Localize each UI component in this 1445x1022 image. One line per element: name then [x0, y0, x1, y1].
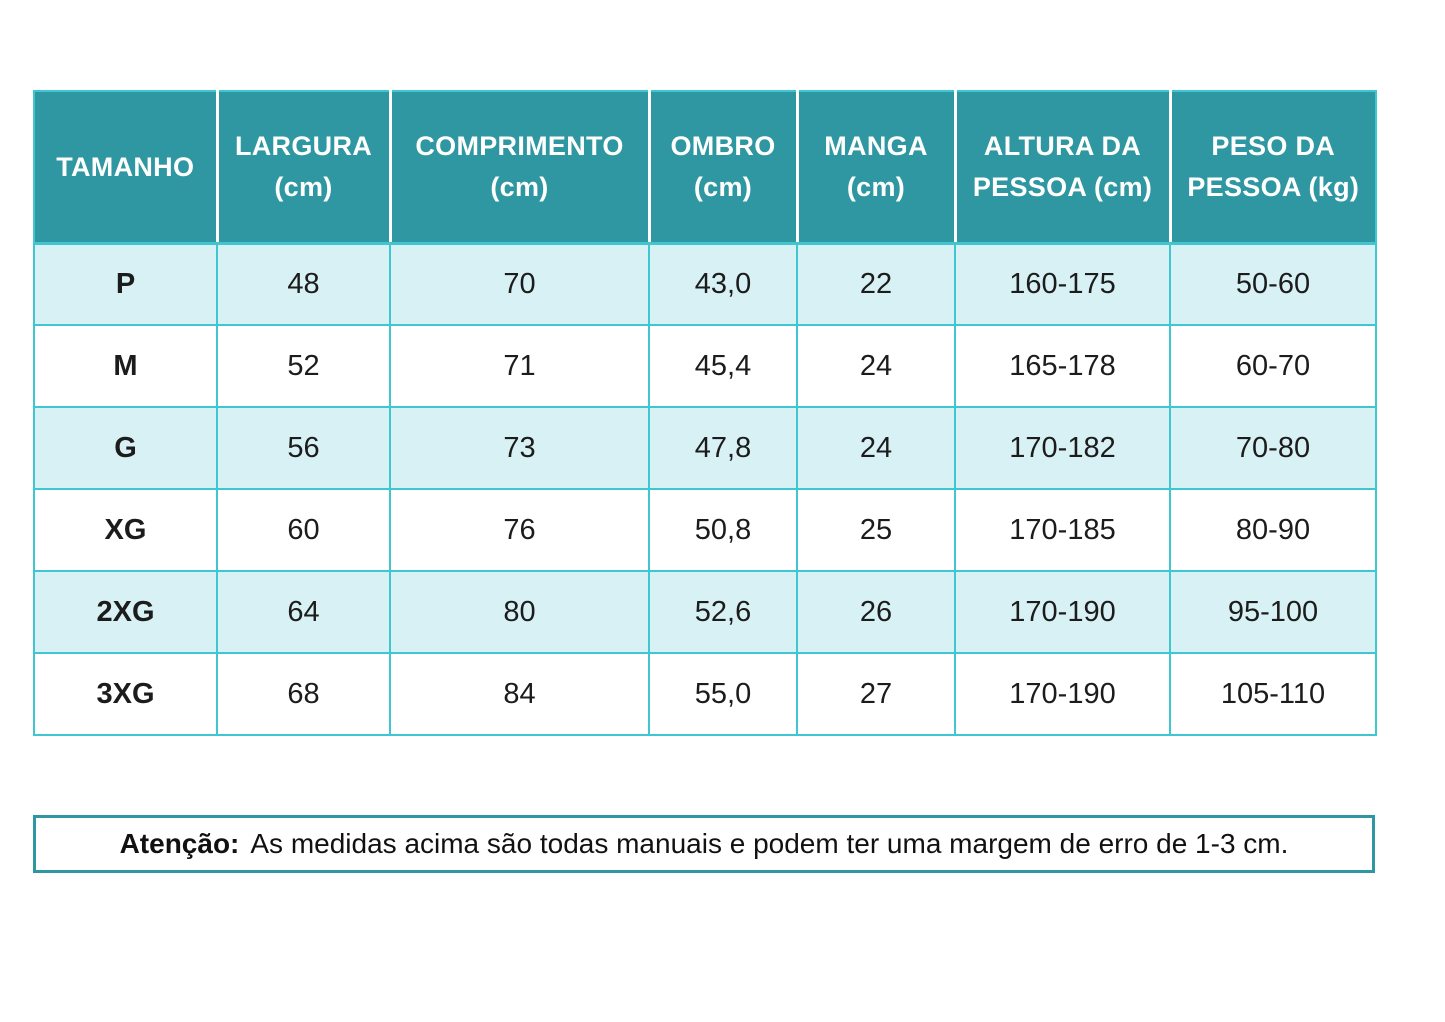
value-cell: 50-60	[1169, 242, 1377, 326]
value-cell: 48	[216, 242, 391, 326]
value-cell: 22	[796, 242, 956, 326]
value-cell: 27	[796, 652, 956, 736]
value-cell: 71	[389, 324, 650, 408]
note-box: Atenção: As medidas acima são todas manua…	[33, 815, 1375, 873]
header-cell-ombro: OMBRO (cm)	[647, 91, 797, 245]
table-row-2xg: 2XG 64 80 52,6 26 170-190 95-100	[33, 570, 1377, 654]
note-text: As medidas acima são todas manuais e pod…	[250, 828, 1289, 859]
value-cell: 170-182	[954, 406, 1171, 490]
value-cell: 80-90	[1169, 488, 1377, 572]
header-cell-manga: MANGA (cm)	[795, 91, 955, 245]
header-cell-altura: ALTURA DA PESSOA (cm)	[953, 91, 1170, 245]
header-cell-tamanho: TAMANHO	[34, 91, 217, 245]
table-row-xg: XG 60 76 50,8 25 170-185 80-90	[33, 488, 1377, 572]
value-cell: 170-190	[954, 652, 1171, 736]
value-cell: 95-100	[1169, 570, 1377, 654]
note-label: Atenção:	[119, 828, 240, 859]
value-cell: 50,8	[648, 488, 798, 572]
value-cell: 170-185	[954, 488, 1171, 572]
size-cell: M	[33, 324, 218, 408]
value-cell: 105-110	[1169, 652, 1377, 736]
size-cell: 2XG	[33, 570, 218, 654]
header-cell-comprimento: COMPRIMENTO (cm)	[388, 91, 649, 245]
value-cell: 60	[216, 488, 391, 572]
value-cell: 24	[796, 324, 956, 408]
table-row-p: P 48 70 43,0 22 160-175 50-60	[33, 242, 1377, 326]
value-cell: 160-175	[954, 242, 1171, 326]
value-cell: 84	[389, 652, 650, 736]
value-cell: 68	[216, 652, 391, 736]
value-cell: 45,4	[648, 324, 798, 408]
value-cell: 76	[389, 488, 650, 572]
value-cell: 73	[389, 406, 650, 490]
size-cell: G	[33, 406, 218, 490]
header-cell-peso: PESO DA PESSOA (kg)	[1168, 91, 1376, 245]
value-cell: 43,0	[648, 242, 798, 326]
value-cell: 25	[796, 488, 956, 572]
value-cell: 56	[216, 406, 391, 490]
size-table: TAMANHO LARGURA (cm) COMPRIMENTO (cm) OM…	[33, 90, 1377, 736]
value-cell: 24	[796, 406, 956, 490]
value-cell: 80	[389, 570, 650, 654]
table-row-m: M 52 71 45,4 24 165-178 60-70	[33, 324, 1377, 408]
table-header-row: TAMANHO LARGURA (cm) COMPRIMENTO (cm) OM…	[34, 91, 1376, 245]
value-cell: 70	[389, 242, 650, 326]
value-cell: 170-190	[954, 570, 1171, 654]
value-cell: 47,8	[648, 406, 798, 490]
value-cell: 52	[216, 324, 391, 408]
value-cell: 60-70	[1169, 324, 1377, 408]
value-cell: 70-80	[1169, 406, 1377, 490]
value-cell: 52,6	[648, 570, 798, 654]
size-cell: XG	[33, 488, 218, 572]
size-cell: P	[33, 242, 218, 326]
table-row-3xg: 3XG 68 84 55,0 27 170-190 105-110	[33, 652, 1377, 736]
value-cell: 165-178	[954, 324, 1171, 408]
value-cell: 55,0	[648, 652, 798, 736]
value-cell: 64	[216, 570, 391, 654]
header-cell-largura: LARGURA (cm)	[215, 91, 390, 245]
size-cell: 3XG	[33, 652, 218, 736]
table-row-g: G 56 73 47,8 24 170-182 70-80	[33, 406, 1377, 490]
value-cell: 26	[796, 570, 956, 654]
